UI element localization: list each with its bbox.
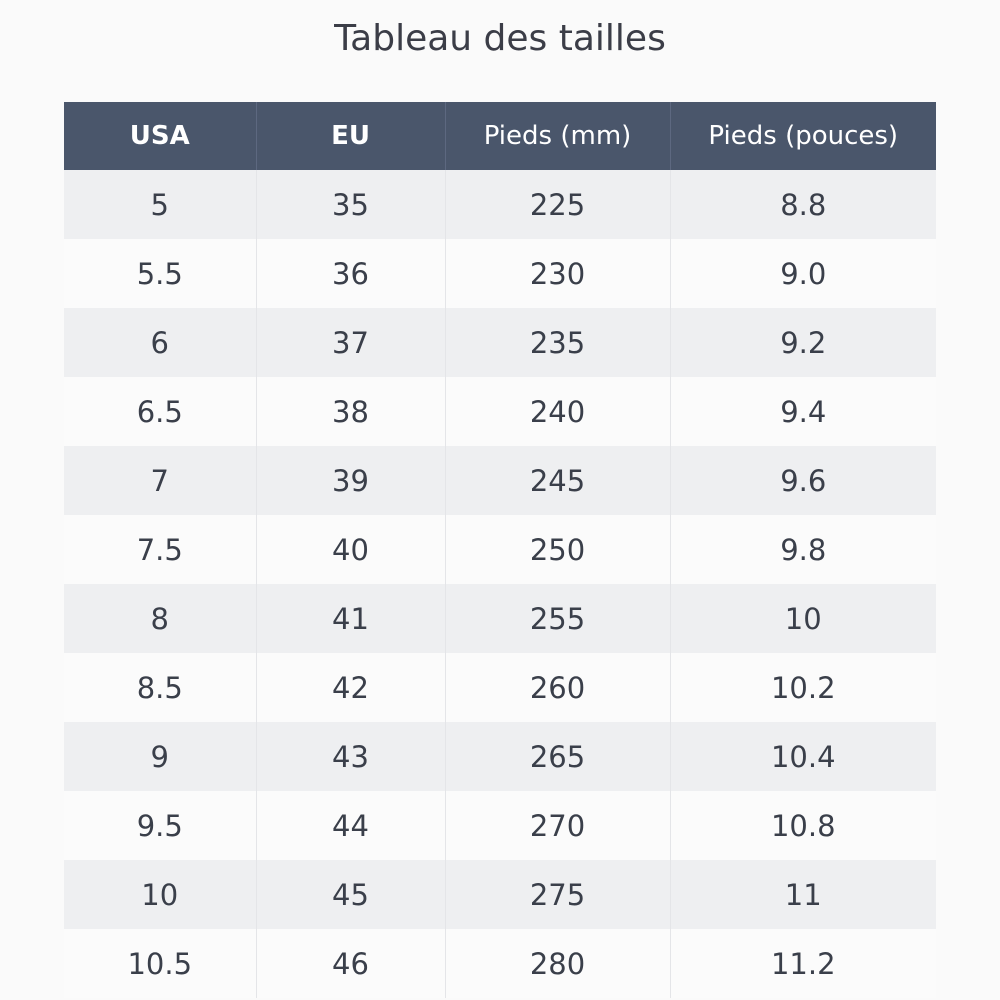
table-cell: 40 <box>256 515 446 584</box>
table-cell: 42 <box>256 653 446 722</box>
table-cell: 10.8 <box>670 791 936 860</box>
table-cell: 39 <box>256 446 446 515</box>
header-cell: USA <box>64 102 257 170</box>
table-cell: 9.2 <box>670 308 936 377</box>
table-cell: 43 <box>256 722 446 791</box>
table-row: 5.5 36 230 9.0 <box>64 239 936 308</box>
header-cell: Pieds (pouces) <box>670 102 936 170</box>
table-cell: 9.4 <box>670 377 936 446</box>
table-cell: 265 <box>445 722 671 791</box>
table-cell: 45 <box>256 860 446 929</box>
table-cell: 7.5 <box>64 515 257 584</box>
table-cell: 6 <box>64 308 257 377</box>
table-cell: 260 <box>445 653 671 722</box>
table-row: 8 41 255 10 <box>64 584 936 653</box>
size-table: USA EU Pieds (mm) Pieds (pouces) 5 35 225 8.8 5… <box>64 102 936 998</box>
table-row: 10 45 275 11 <box>64 860 936 929</box>
table-cell: 8.5 <box>64 653 257 722</box>
table-cell: 6.5 <box>64 377 257 446</box>
table-cell: 41 <box>256 584 446 653</box>
title: Tableau des tailles <box>334 18 666 59</box>
table-row: 7.5 40 250 9.8 <box>64 515 936 584</box>
table-cell: 37 <box>256 308 446 377</box>
table-cell: 10.4 <box>670 722 936 791</box>
table-cell: 245 <box>445 446 671 515</box>
table-cell: 250 <box>445 515 671 584</box>
table-cell: 275 <box>445 860 671 929</box>
table-row: 5 35 225 8.8 <box>64 170 936 239</box>
table-cell: 46 <box>256 929 446 998</box>
table-cell: 11 <box>670 860 936 929</box>
table-cell: 235 <box>445 308 671 377</box>
table-cell: 10 <box>64 860 257 929</box>
table-row: 7 39 245 9.6 <box>64 446 936 515</box>
table-cell: 10.2 <box>670 653 936 722</box>
table-row: 9.5 44 270 10.8 <box>64 791 936 860</box>
table-cell: 8 <box>64 584 257 653</box>
header-row: USA EU Pieds (mm) Pieds (pouces) <box>64 102 936 170</box>
table-row: 6 37 235 9.2 <box>64 308 936 377</box>
header-cell: EU <box>256 102 446 170</box>
table-cell: 10.5 <box>64 929 257 998</box>
table-row: 9 43 265 10.4 <box>64 722 936 791</box>
table-cell: 270 <box>445 791 671 860</box>
table-cell: 280 <box>445 929 671 998</box>
table-cell: 38 <box>256 377 446 446</box>
table-cell: 9 <box>64 722 257 791</box>
table-cell: 44 <box>256 791 446 860</box>
table-cell: 225 <box>445 170 671 239</box>
table-row: 6.5 38 240 9.4 <box>64 377 936 446</box>
table-cell: 9.6 <box>670 446 936 515</box>
table-row: 10.5 46 280 11.2 <box>64 929 936 998</box>
table-cell: 35 <box>256 170 446 239</box>
table-cell: 9.8 <box>670 515 936 584</box>
table-row: 8.5 42 260 10.2 <box>64 653 936 722</box>
table-cell: 240 <box>445 377 671 446</box>
table-cell: 8.8 <box>670 170 936 239</box>
table-cell: 7 <box>64 446 257 515</box>
table-cell: 255 <box>445 584 671 653</box>
table-cell: 5.5 <box>64 239 257 308</box>
table-cell: 10 <box>670 584 936 653</box>
table-cell: 230 <box>445 239 671 308</box>
table-cell: 5 <box>64 170 257 239</box>
table-cell: 11.2 <box>670 929 936 998</box>
header-cell: Pieds (mm) <box>445 102 671 170</box>
table-cell: 9.0 <box>670 239 936 308</box>
table-body: 5 35 225 8.8 5.5 36 230 9.0 6 37 235 9.2 6.5 38 240 9.4… <box>64 170 936 998</box>
table-cell: 36 <box>256 239 446 308</box>
table-cell: 9.5 <box>64 791 257 860</box>
